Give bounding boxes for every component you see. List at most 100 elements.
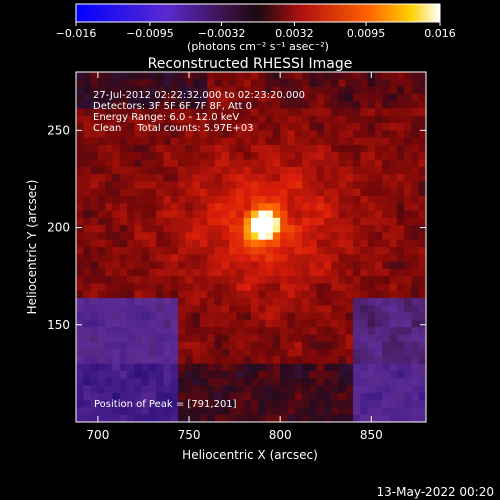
heatmap-cell [236,210,245,219]
heatmap-cell [229,312,237,321]
heatmap-cell [389,115,398,124]
heatmap-cell [309,370,318,379]
heatmap-cell [236,312,245,321]
heatmap-cell [214,254,223,262]
heatmap-cell [367,334,376,343]
heatmap-cell [382,123,390,131]
heatmap-cell [185,334,194,343]
heatmap-cell [418,407,427,416]
heatmap-cell [272,276,281,284]
heatmap-cell [316,217,325,226]
heatmap-cell [418,254,427,262]
heatmap-cell [316,188,325,197]
heatmap-cell [418,195,427,204]
heatmap-cell [418,385,427,394]
heatmap-cell [389,370,398,379]
heatmap-cell [287,254,296,262]
heatmap-cell [316,319,325,328]
heatmap-cell [258,130,266,139]
heatmap-cell [170,327,179,335]
heatmap-cell [360,79,369,87]
heatmap-cell [97,385,106,394]
heatmap-cell [382,79,390,87]
heatmap-cell [345,144,354,153]
heatmap-cell [214,298,223,306]
heatmap-cell [214,203,223,211]
heatmap-cell [251,400,259,408]
heatmap-cell [141,298,150,306]
heatmap-cell [178,115,186,124]
heatmap-cell [309,217,318,226]
heatmap-cell [345,93,354,102]
heatmap-cell [251,392,259,401]
heatmap-cell [323,327,332,335]
heatmap-cell [236,363,245,372]
heatmap-cell [76,166,84,175]
heatmap-cell [345,283,354,292]
heatmap-cell [411,378,420,386]
heatmap-cell [178,349,186,357]
heatmap-cell [338,298,347,306]
heatmap-cell [243,166,252,175]
heatmap-cell [353,261,361,270]
heatmap-cell [389,210,398,219]
heatmap-cell [83,370,91,379]
heatmap-cell [294,400,303,408]
heatmap-cell [112,130,121,139]
heatmap-cell [134,261,143,270]
heatmap-cell [374,334,383,343]
heatmap-cell [302,239,310,248]
heatmap-cell [258,159,266,168]
heatmap-cell [272,115,281,124]
heatmap-cell [97,144,106,153]
heatmap-cell [302,137,310,146]
heatmap-cell [411,283,420,292]
heatmap-cell [207,247,215,255]
heatmap-cell [156,276,164,284]
heatmap-cell [97,159,106,168]
heatmap-cell [251,137,259,146]
heatmap-cell [345,137,354,146]
heatmap-cell [243,79,252,87]
heatmap-cell [119,203,128,211]
heatmap-cell [119,407,128,416]
heatmap-cell [119,72,128,80]
heatmap-cell [83,195,91,204]
heatmap-cell [331,327,339,335]
heatmap-cell [221,400,230,408]
heatmap-cell [294,414,303,423]
heatmap-cell [353,298,361,306]
heatmap-cell [199,101,208,109]
heatmap-cell [404,225,412,233]
heatmap-cell [345,79,354,87]
heatmap-cell [411,203,420,211]
heatmap-cell [221,166,230,175]
heatmap-cell [360,181,369,190]
heatmap-cell [382,276,390,284]
heatmap-cell [360,356,369,365]
heatmap-cell [367,370,376,379]
heatmap-cell [316,93,325,102]
heatmap-cell [418,261,427,270]
heatmap-cell [207,327,215,335]
heatmap-cell [287,407,296,416]
heatmap-cell [338,370,347,379]
heatmap-cell [90,341,99,350]
heatmap-cell [127,254,135,262]
heatmap-cell [418,341,427,350]
heatmap-cell [163,276,172,284]
heatmap-cell [76,152,84,160]
heatmap-cell [396,210,405,219]
heatmap-cell [280,159,288,168]
heatmap-cell [360,232,369,241]
heatmap-cell [148,79,157,87]
heatmap-cell [404,276,412,284]
heatmap-cell [382,101,390,109]
heatmap-cell [302,79,310,87]
heatmap-cell [382,378,390,386]
heatmap-cell [97,195,106,204]
heatmap-cell [97,86,106,95]
heatmap-cell [134,341,143,350]
heatmap-cell [258,247,266,255]
heatmap-cell [148,93,157,102]
